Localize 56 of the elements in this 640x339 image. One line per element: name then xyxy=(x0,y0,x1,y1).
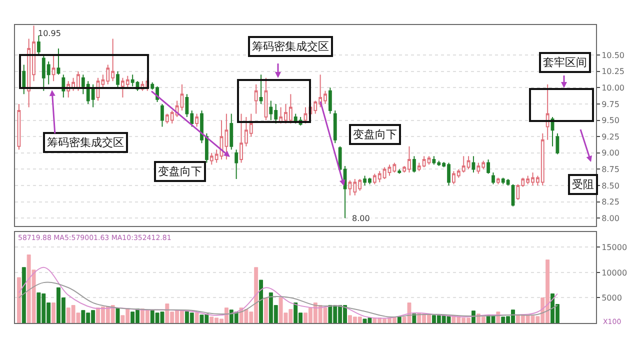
candlestick xyxy=(496,177,500,185)
candlestick xyxy=(264,77,268,121)
candlestick xyxy=(556,132,560,155)
candlestick xyxy=(52,54,56,82)
y-tick-label: 8.50 xyxy=(602,181,620,190)
y-tick-label: 9.25 xyxy=(602,132,620,142)
line-series xyxy=(18,266,558,319)
y-tick-label: 10.00 xyxy=(602,83,625,92)
candlestick xyxy=(546,84,550,140)
annotation: 10.95 xyxy=(38,29,61,38)
text: 受阻 xyxy=(572,178,594,191)
y-tick-label: 8.25 xyxy=(602,198,620,207)
bar xyxy=(264,297,268,323)
bar xyxy=(194,312,199,323)
bar xyxy=(16,277,21,323)
candlestick xyxy=(254,84,258,114)
y-tick-label: 8.00 xyxy=(602,214,620,223)
candlestick xyxy=(328,87,332,114)
y-tick-label: 8.75 xyxy=(602,165,620,174)
candlestick xyxy=(22,64,26,95)
candlestick xyxy=(259,74,263,104)
line-series xyxy=(18,282,558,318)
y-tick-label: 5000 xyxy=(602,294,622,303)
annotation: 筹码密集成交区 xyxy=(47,136,124,149)
bar xyxy=(397,316,402,323)
annotation: 变盘向下 xyxy=(158,165,202,178)
y-tick-label: 15000 xyxy=(602,242,628,252)
y-tick-label: 10.25 xyxy=(602,67,625,76)
candlestick xyxy=(116,70,120,88)
candlestick xyxy=(37,34,40,56)
candlestick xyxy=(195,113,199,128)
candlestick xyxy=(333,110,337,144)
candlestick xyxy=(412,156,416,173)
bar xyxy=(52,302,56,323)
bar xyxy=(259,280,264,323)
y-tick-label: 9.00 xyxy=(602,148,620,158)
bar xyxy=(22,267,26,323)
candlestick xyxy=(486,158,490,174)
candlestick xyxy=(550,116,554,147)
y-tick-label: 9.75 xyxy=(602,100,620,109)
candlestick xyxy=(230,113,234,150)
y-tick-label: 9.50 xyxy=(602,116,620,126)
y-tick-label: 10.50 xyxy=(602,50,625,60)
annotation: 变盘向下 xyxy=(353,128,397,141)
bar xyxy=(116,308,120,323)
candlestick xyxy=(472,156,476,173)
annotation: 8.00 xyxy=(352,214,370,223)
candlestick xyxy=(56,48,60,76)
annotation: 筹码密集成交区 xyxy=(252,40,329,53)
annotation: 套牢区间 xyxy=(543,56,587,69)
candlestick xyxy=(492,172,495,185)
candlestick xyxy=(398,168,402,174)
candlestick xyxy=(17,103,21,150)
candlestick xyxy=(160,103,164,128)
candlestick xyxy=(234,149,238,180)
y-tick-label: 10000 xyxy=(602,268,628,278)
